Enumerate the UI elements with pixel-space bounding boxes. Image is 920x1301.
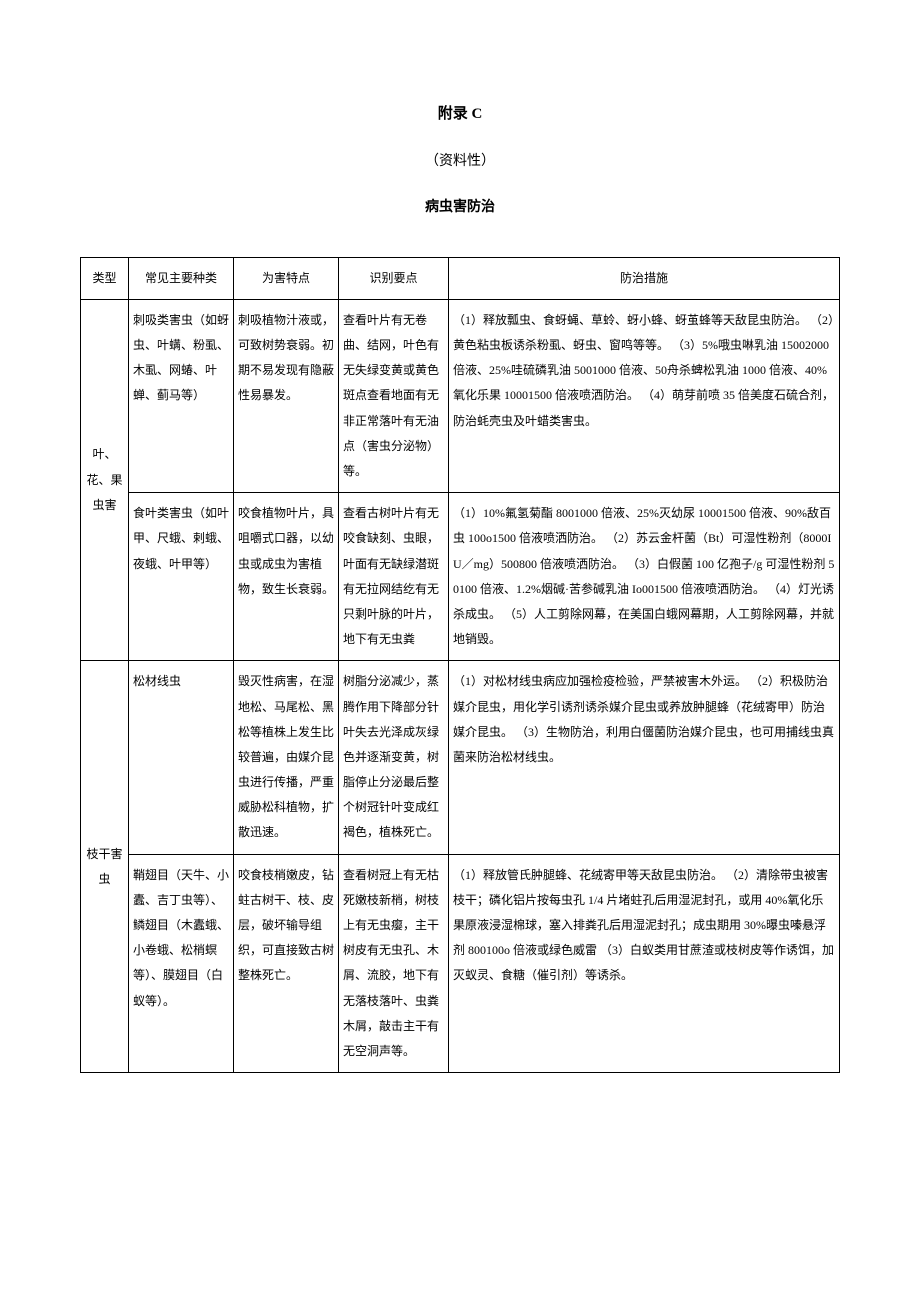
table-row: 鞘翅目（天牛、小蠹、吉丁虫等）、鳞翅目（木蠹蛾、小卷蛾、松梢螟等）、膜翅目（白蚁… [81, 854, 840, 1073]
harm-cell: 毁灭性病害，在湿地松、马尾松、黑松等植株上发生比较普遍，由媒介昆虫进行传播，严重… [234, 661, 339, 854]
harm-cell: 刺吸植物汁液或，可致树势衰弱。初期不易发现有隐蔽性易暴发。 [234, 299, 339, 492]
control-cell: （1）对松材线虫病应加强检疫检验，严禁被害木外运。 （2）积极防治媒介昆虫，用化… [449, 661, 840, 854]
species-cell: 鞘翅目（天牛、小蠹、吉丁虫等）、鳞翅目（木蠹蛾、小卷蛾、松梢螟等）、膜翅目（白蚁… [129, 854, 234, 1073]
appendix-heading: 附录 C [80, 100, 840, 129]
section-title: 病虫害防治 [80, 195, 840, 222]
nature-heading: （资料性） [80, 149, 840, 176]
pest-control-table: 类型 常见主要种类 为害特点 识别要点 防治措施 叶、花、果虫害 刺吸类害虫（如… [80, 257, 840, 1073]
table-row: 枝干害虫 松材线虫 毁灭性病害，在湿地松、马尾松、黑松等植株上发生比较普遍，由媒… [81, 661, 840, 854]
col-identify: 识别要点 [339, 257, 449, 299]
col-control: 防治措施 [449, 257, 840, 299]
table-row: 食叶类害虫（如叶甲、尺蛾、剌蛾、夜蛾、叶甲等） 咬食植物叶片，具咀嚼式口器，以幼… [81, 493, 840, 661]
control-cell: （1）释放管氏肿腿蜂、花绒寄甲等天敌昆虫防治。 （2）清除带虫被害枝干；磷化铝片… [449, 854, 840, 1073]
species-cell: 松材线虫 [129, 661, 234, 854]
col-species: 常见主要种类 [129, 257, 234, 299]
type-cell: 叶、花、果虫害 [81, 299, 129, 660]
col-type: 类型 [81, 257, 129, 299]
identify-cell: 查看树冠上有无枯死嫩枝新梢，树枝上有无虫瘿，主干树皮有无虫孔、木屑、流胶，地下有… [339, 854, 449, 1073]
col-harm: 为害特点 [234, 257, 339, 299]
control-cell: （1）释放瓢虫、食蚜蝇、草蛉、蚜小蜂、蚜茧蜂等天敌昆虫防治。 （2）黄色粘虫板诱… [449, 299, 840, 492]
table-row: 叶、花、果虫害 刺吸类害虫（如蚜虫、叶螨、粉虱、木虱、网蝽、叶蝉、蓟马等） 刺吸… [81, 299, 840, 492]
identify-cell: 查看叶片有无卷曲、结网，叶色有无失绿变黄或黄色斑点查看地面有无非正常落叶有无油点… [339, 299, 449, 492]
type-cell: 枝干害虫 [81, 661, 129, 1073]
identify-cell: 查看古树叶片有无咬食缺刻、虫眼，叶面有无缺绿潜斑有无拉网结纥有无只剩叶脉的叶片，… [339, 493, 449, 661]
harm-cell: 咬食植物叶片，具咀嚼式口器，以幼虫或成虫为害植物，致生长衰弱。 [234, 493, 339, 661]
identify-cell: 树脂分泌减少，蒸腾作用下降部分针叶失去光泽成灰绿色并逐渐变黄，树脂停止分泌最后整… [339, 661, 449, 854]
species-cell: 食叶类害虫（如叶甲、尺蛾、剌蛾、夜蛾、叶甲等） [129, 493, 234, 661]
table-header-row: 类型 常见主要种类 为害特点 识别要点 防治措施 [81, 257, 840, 299]
control-cell: （1）10%氟氢菊酯 8001000 倍液、25%灭幼尿 10001500 倍液… [449, 493, 840, 661]
harm-cell: 咬食枝梢嫩皮，钻蛀古树干、枝、皮层，破坏输导组织，可直接致古树整株死亡。 [234, 854, 339, 1073]
species-cell: 刺吸类害虫（如蚜虫、叶螨、粉虱、木虱、网蝽、叶蝉、蓟马等） [129, 299, 234, 492]
